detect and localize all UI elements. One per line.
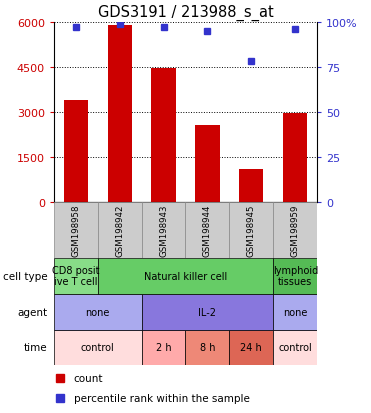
Text: GSM198944: GSM198944 [203, 204, 212, 256]
Text: control: control [81, 343, 115, 353]
Bar [186, 202, 229, 258]
Text: Natural killer cell: Natural killer cell [144, 271, 227, 281]
Text: GSM198945: GSM198945 [247, 204, 256, 256]
Bar [273, 294, 317, 330]
Bar [273, 258, 317, 294]
Bar [283, 114, 307, 202]
Text: none: none [85, 307, 110, 317]
Text: none: none [283, 307, 308, 317]
Bar [142, 202, 186, 258]
Text: GSM198943: GSM198943 [159, 204, 168, 256]
Text: time: time [24, 343, 47, 353]
Text: IL-2: IL-2 [198, 307, 216, 317]
Text: 24 h: 24 h [240, 343, 262, 353]
Bar [151, 69, 175, 202]
Bar [273, 202, 317, 258]
Bar [54, 258, 98, 294]
Bar [229, 202, 273, 258]
Bar [239, 169, 263, 202]
Text: 2 h: 2 h [156, 343, 171, 353]
Bar [98, 258, 273, 294]
Text: 8 h: 8 h [200, 343, 215, 353]
Text: GSM198959: GSM198959 [291, 204, 300, 256]
Text: cell type: cell type [3, 271, 47, 281]
Text: GSM198958: GSM198958 [71, 204, 80, 256]
Bar [98, 202, 142, 258]
Bar [186, 330, 229, 366]
Bar [273, 330, 317, 366]
Text: count: count [73, 373, 103, 383]
Bar [64, 101, 88, 202]
Bar [142, 294, 273, 330]
Text: agent: agent [17, 307, 47, 317]
Text: CD8 posit
ive T cell: CD8 posit ive T cell [52, 265, 99, 287]
Bar [142, 330, 186, 366]
Bar [54, 330, 142, 366]
Text: lymphoid
tissues: lymphoid tissues [273, 265, 318, 287]
Bar [54, 202, 98, 258]
Bar [54, 294, 142, 330]
Bar [108, 26, 132, 202]
Bar [229, 330, 273, 366]
Text: percentile rank within the sample: percentile rank within the sample [73, 393, 249, 403]
Bar [196, 126, 220, 202]
Title: GDS3191 / 213988_s_at: GDS3191 / 213988_s_at [98, 5, 273, 21]
Text: control: control [278, 343, 312, 353]
Text: GSM198942: GSM198942 [115, 204, 124, 256]
